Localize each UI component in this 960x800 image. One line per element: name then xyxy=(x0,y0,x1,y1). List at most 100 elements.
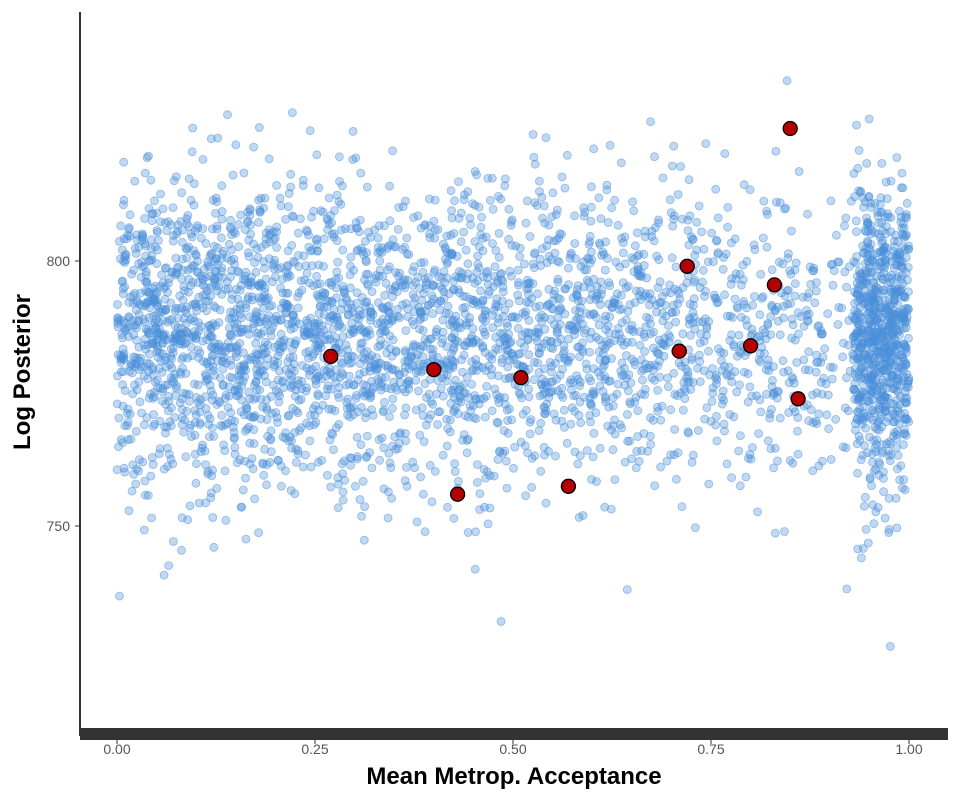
draw-point xyxy=(136,272,146,282)
x-tick-label: 1.00 xyxy=(895,741,922,757)
draw-point xyxy=(480,502,489,512)
draw-point xyxy=(476,286,486,296)
draw-point xyxy=(244,387,254,397)
draw-point xyxy=(476,222,486,232)
draw-point xyxy=(736,312,746,322)
draw-point xyxy=(146,235,156,245)
draw-point xyxy=(191,478,201,488)
draw-point xyxy=(581,359,591,369)
draw-point xyxy=(279,383,289,393)
draw-point xyxy=(123,435,133,445)
draw-point xyxy=(126,434,136,444)
draw-point xyxy=(314,309,324,319)
draw-point xyxy=(534,329,544,338)
draw-point xyxy=(226,408,236,418)
draw-point xyxy=(841,443,851,453)
draw-point xyxy=(874,353,884,363)
draw-point xyxy=(148,311,158,321)
draw-point xyxy=(278,432,288,442)
draw-point xyxy=(424,300,433,310)
draw-point xyxy=(131,479,141,489)
draw-point xyxy=(421,280,431,290)
draw-point xyxy=(678,405,688,415)
draw-point xyxy=(489,471,499,481)
draw-point xyxy=(308,281,318,291)
draw-point xyxy=(472,477,482,487)
draw-point xyxy=(883,212,893,222)
draw-point xyxy=(732,387,742,397)
draw-point xyxy=(254,528,264,537)
draw-point xyxy=(304,242,314,252)
draw-point xyxy=(773,456,782,466)
draw-point xyxy=(665,332,675,342)
draw-point xyxy=(411,405,421,415)
draw-point xyxy=(150,281,160,291)
draw-point xyxy=(535,313,544,323)
draw-point xyxy=(261,377,271,387)
draw-point xyxy=(142,153,152,163)
draw-point xyxy=(343,394,353,404)
draw-point xyxy=(178,265,188,275)
draw-point xyxy=(158,338,168,348)
draw-point xyxy=(480,347,490,357)
draw-point xyxy=(326,482,336,492)
draw-point xyxy=(544,220,554,230)
draw-point xyxy=(709,290,719,300)
draw-point xyxy=(171,303,181,313)
draw-point xyxy=(855,317,865,327)
draw-point xyxy=(882,243,892,253)
draw-point xyxy=(603,421,613,431)
draw-point xyxy=(285,337,295,347)
draw-point xyxy=(327,428,337,438)
draw-point xyxy=(356,402,366,412)
draw-point xyxy=(858,450,868,460)
draw-point xyxy=(195,418,205,428)
draw-point xyxy=(454,177,463,187)
draw-point xyxy=(630,298,640,307)
draw-point xyxy=(571,390,581,400)
draw-point xyxy=(487,370,496,380)
draw-point xyxy=(610,415,619,425)
draw-point xyxy=(880,513,890,523)
draw-point xyxy=(727,274,737,284)
draw-point xyxy=(533,358,542,368)
draw-point xyxy=(557,383,567,393)
draw-point xyxy=(763,436,773,446)
draw-point xyxy=(475,505,485,514)
draw-point xyxy=(863,538,873,548)
draw-point xyxy=(225,222,235,232)
draw-point xyxy=(522,284,532,294)
draw-point xyxy=(853,393,863,403)
draw-point xyxy=(414,324,424,334)
draw-point xyxy=(461,318,471,328)
draw-point xyxy=(898,242,908,252)
draw-point xyxy=(893,406,903,416)
draw-point xyxy=(573,459,583,469)
draw-point xyxy=(852,407,862,417)
draw-point xyxy=(575,352,584,362)
draw-point xyxy=(157,367,167,377)
draw-point xyxy=(446,349,456,359)
draw-point xyxy=(494,228,504,238)
draw-point xyxy=(468,299,478,309)
draw-point xyxy=(558,349,568,359)
draw-point xyxy=(868,293,878,303)
draw-point xyxy=(355,310,365,320)
draw-point xyxy=(694,317,703,327)
draw-point xyxy=(139,525,149,535)
draw-point xyxy=(181,338,191,348)
draw-point xyxy=(254,280,264,290)
draw-point xyxy=(422,393,431,403)
draw-point xyxy=(408,290,418,300)
draw-point xyxy=(646,319,655,329)
draw-point xyxy=(433,420,443,429)
draw-point xyxy=(497,358,507,368)
draw-point xyxy=(551,415,561,425)
draw-point xyxy=(472,170,482,180)
draw-point xyxy=(688,377,698,387)
draw-point xyxy=(414,386,423,396)
draw-point xyxy=(570,211,579,221)
draw-point xyxy=(352,390,361,400)
draw-point xyxy=(309,206,319,216)
draw-point xyxy=(392,385,402,395)
